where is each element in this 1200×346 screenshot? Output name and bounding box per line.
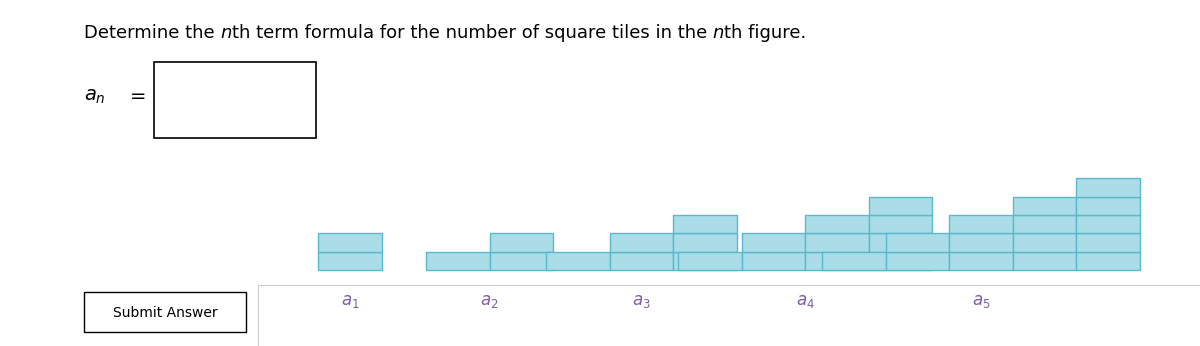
Bar bbox=[1013, 252, 1076, 270]
Text: th term formula for the number of square tiles in the: th term formula for the number of square… bbox=[232, 24, 713, 42]
Bar bbox=[805, 252, 869, 270]
Text: Determine the: Determine the bbox=[84, 24, 221, 42]
Bar bbox=[610, 233, 673, 252]
Bar bbox=[610, 252, 673, 270]
Text: =: = bbox=[130, 88, 146, 106]
Bar bbox=[1013, 197, 1076, 215]
Bar bbox=[318, 252, 382, 270]
Bar bbox=[949, 252, 1013, 270]
Bar bbox=[869, 215, 932, 233]
Bar bbox=[822, 252, 886, 270]
Text: $a_n$: $a_n$ bbox=[84, 88, 106, 106]
Bar bbox=[1076, 178, 1140, 197]
Bar bbox=[949, 215, 1013, 233]
Bar bbox=[886, 252, 949, 270]
Bar bbox=[1076, 197, 1140, 215]
Bar bbox=[673, 233, 737, 252]
Bar bbox=[426, 252, 490, 270]
Bar bbox=[886, 233, 949, 252]
Bar bbox=[742, 252, 805, 270]
Bar bbox=[84, 292, 246, 332]
Bar bbox=[318, 233, 382, 252]
Bar bbox=[869, 233, 932, 252]
Bar bbox=[673, 252, 737, 270]
Bar bbox=[949, 233, 1013, 252]
Bar bbox=[154, 62, 316, 138]
Bar bbox=[1013, 215, 1076, 233]
Text: $a_1$: $a_1$ bbox=[341, 292, 359, 310]
Bar bbox=[673, 215, 737, 233]
Bar bbox=[546, 252, 610, 270]
Bar bbox=[1076, 215, 1140, 233]
Text: $a_4$: $a_4$ bbox=[796, 292, 815, 310]
Bar bbox=[490, 252, 553, 270]
Text: n: n bbox=[713, 24, 724, 42]
Bar bbox=[1076, 233, 1140, 252]
Text: th figure.: th figure. bbox=[724, 24, 806, 42]
Bar bbox=[1076, 252, 1140, 270]
Text: $a_3$: $a_3$ bbox=[632, 292, 650, 310]
Bar bbox=[742, 233, 805, 252]
Bar bbox=[869, 197, 932, 215]
Text: $a_5$: $a_5$ bbox=[972, 292, 990, 310]
Bar bbox=[805, 215, 869, 233]
Bar bbox=[805, 233, 869, 252]
Bar bbox=[1013, 233, 1076, 252]
Text: $a_2$: $a_2$ bbox=[480, 292, 499, 310]
Bar bbox=[869, 252, 932, 270]
Bar bbox=[490, 233, 553, 252]
Text: Submit Answer: Submit Answer bbox=[113, 306, 217, 320]
Bar bbox=[678, 252, 742, 270]
Text: n: n bbox=[221, 24, 232, 42]
